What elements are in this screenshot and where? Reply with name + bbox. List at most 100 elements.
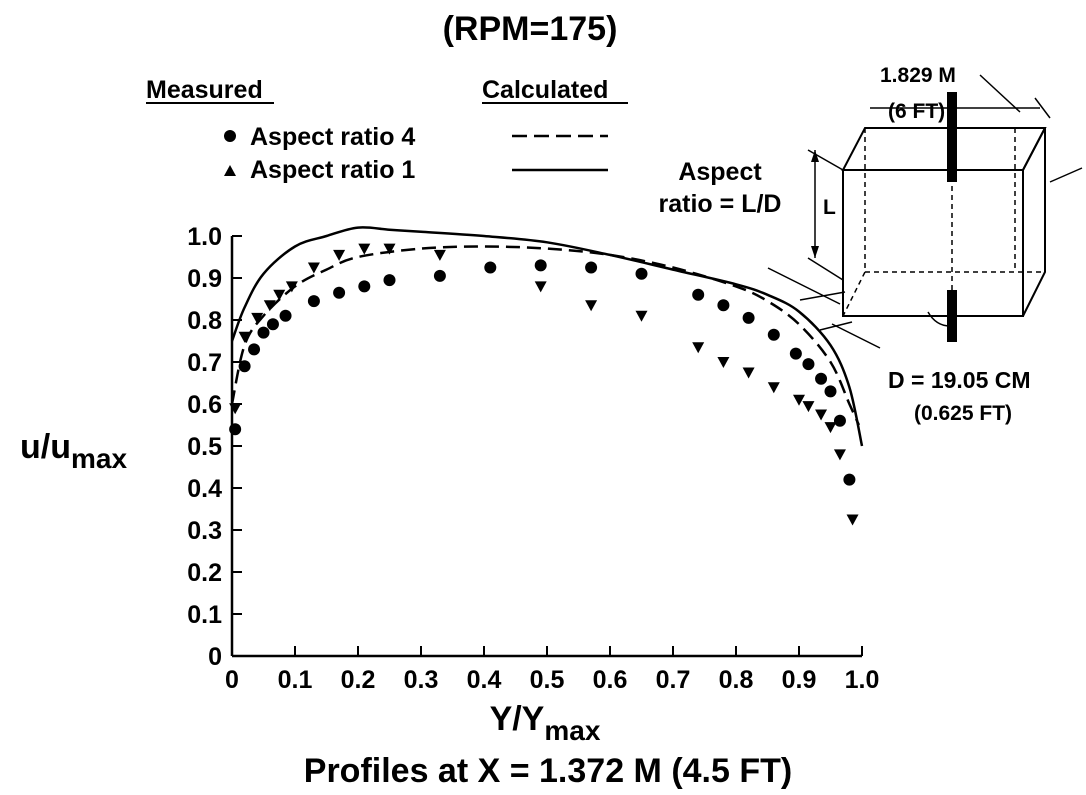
data-point-triangle (717, 357, 730, 368)
l-arrow-down (811, 246, 819, 258)
data-point-circle (358, 280, 371, 293)
d-dimension-line (799, 291, 846, 301)
x-ticks: 0 0.1 0.2 0.3 0.4 0.5 0.6 0.7 0.8 0.9 1.0 (225, 646, 879, 694)
y-axis-label-main: u/u (20, 428, 71, 466)
depth-annotation-m: D = 19.05 CM (888, 367, 1031, 393)
data-point-triangle (815, 409, 828, 421)
y-tick-label: 0.6 (187, 391, 222, 419)
d-dimension-line (831, 323, 881, 349)
data-point-circle (833, 414, 846, 427)
length-dimension-tick (979, 74, 1021, 113)
length-annotation-m: 1.829 M (880, 64, 956, 87)
data-point-circle (742, 311, 755, 324)
box-right-face (1022, 127, 1046, 317)
data-point-triangle (238, 331, 251, 343)
box-front-face (842, 169, 1024, 317)
data-point-triangle (333, 249, 346, 261)
x-axis-label-main: Y/Y (490, 700, 545, 738)
l-dimension-tick (807, 257, 844, 281)
data-point-circle (229, 423, 242, 436)
y-tick-label: 0.1 (187, 601, 222, 629)
legend: Measured Calculated Aspect ratio 4 Aspec… (146, 76, 628, 184)
x-axis-label: Y/Ymax (490, 700, 601, 746)
data-point-triangle (273, 289, 286, 301)
x-tick-label: 0 (225, 666, 239, 694)
data-point-triangle (767, 382, 780, 394)
x-tick-label: 0.8 (719, 666, 754, 694)
y-tick-label: 0.4 (187, 475, 222, 503)
x-tick-label: 0.5 (530, 666, 565, 694)
data-point-triangle (229, 403, 242, 415)
series-calculated-3 (230, 226, 864, 447)
data-point-triangle (358, 243, 371, 255)
data-point-circle (789, 347, 802, 360)
y-tick-label: 0.9 (187, 265, 222, 293)
y-tick-label: 0.5 (187, 433, 222, 461)
y-tick-label: 0 (208, 643, 222, 671)
series-measured-0 (229, 259, 856, 486)
l-annotation: L (823, 196, 836, 219)
l-dimension-tick (807, 149, 844, 171)
aspect-annotation-line1: Aspect (678, 158, 762, 186)
data-point-circle (279, 309, 292, 322)
data-point-triangle (692, 342, 705, 354)
data-point-circle (767, 328, 780, 341)
length-annotation-ft: (6 FT) (888, 100, 945, 123)
data-point-circle (815, 372, 828, 385)
data-point-circle (717, 299, 730, 312)
data-point-circle (585, 261, 598, 274)
x-tick-label: 0.7 (656, 666, 691, 694)
data-point-circle (333, 286, 346, 299)
y-tick-label: 0.3 (187, 517, 222, 545)
legend-triangle-marker (224, 165, 236, 176)
data-point-circle (433, 269, 446, 282)
series-layer (229, 226, 864, 526)
y-axis-label: u/umax (20, 428, 127, 474)
y-ticks: 0 0.1 0.2 0.3 0.4 0.5 0.6 0.7 0.8 0.9 1.0 (187, 223, 242, 671)
data-point-circle (484, 261, 497, 274)
data-point-triangle (251, 312, 264, 324)
channel-schematic (767, 74, 1083, 349)
x-tick-label: 1.0 (845, 666, 880, 694)
data-point-circle (635, 267, 648, 280)
data-point-triangle (534, 281, 547, 293)
data-point-circle (257, 326, 270, 339)
rotation-arrow (927, 311, 951, 327)
axes: 0 0.1 0.2 0.3 0.4 0.5 0.6 0.7 0.8 0.9 1.0 0 0.1 0.2 0… (187, 223, 879, 694)
data-point-circle (534, 259, 547, 272)
x-tick-label: 0.2 (341, 666, 376, 694)
legend-circle-marker (224, 130, 236, 142)
data-point-triangle (793, 394, 805, 406)
x-tick-label: 0.3 (404, 666, 439, 694)
legend-label-ar1: Aspect ratio 1 (250, 156, 415, 184)
data-point-triangle (585, 300, 598, 312)
x-tick-label: 0.9 (782, 666, 817, 694)
data-point-circle (307, 295, 320, 308)
data-point-circle (238, 360, 251, 373)
data-point-triangle (846, 514, 859, 526)
y-tick-label: 0.8 (187, 307, 222, 335)
length-dimension-tick (1034, 97, 1051, 119)
data-point-circle (266, 318, 279, 331)
data-point-circle (248, 343, 261, 356)
data-point-triangle (742, 367, 755, 379)
x-tick-label: 0.4 (467, 666, 502, 694)
data-point-triangle (307, 262, 320, 274)
x-tick-label: 0.6 (593, 666, 628, 694)
calculated-dashed-line (230, 245, 861, 426)
data-point-triangle (802, 401, 815, 413)
data-point-triangle (433, 249, 446, 261)
data-point-triangle (833, 449, 846, 461)
shaft-top (947, 92, 957, 182)
d-dimension-line (767, 267, 841, 305)
series-calculated-2 (230, 245, 861, 426)
y-tick-label: 1.0 (187, 223, 222, 251)
data-point-triangle (285, 281, 298, 293)
depth-annotation-ft: (0.625 FT) (914, 402, 1012, 425)
aspect-annotation-line2: ratio = L/D (659, 190, 782, 218)
chart-title: (RPM=175) (443, 10, 618, 48)
x-tick-label: 0.1 (278, 666, 313, 694)
series-measured-1 (229, 243, 859, 526)
